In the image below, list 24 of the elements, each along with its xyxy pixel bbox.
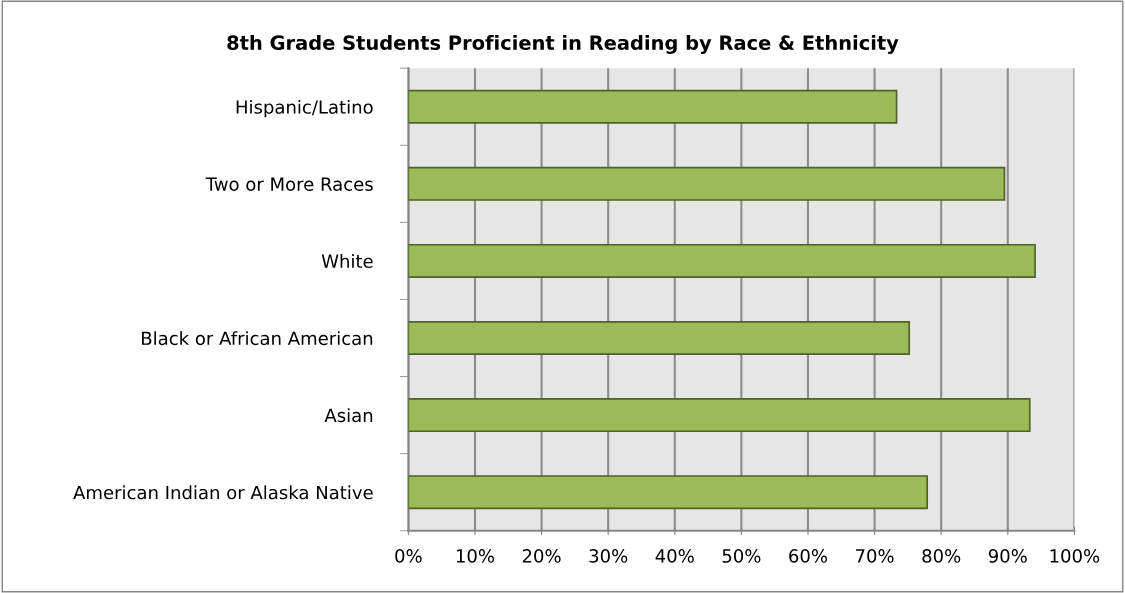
bar <box>408 243 1036 278</box>
chart-title: 8th Grade Students Proficient in Reading by Race & Ethnicity <box>227 34 899 54</box>
bar <box>408 166 1006 201</box>
x-tick-label: 40% <box>655 549 694 563</box>
x-tick-label: 70% <box>855 549 894 563</box>
bar <box>408 475 929 510</box>
x-tick-label: 30% <box>589 549 628 563</box>
y-tick-label: Hispanic/Latino <box>236 99 373 118</box>
x-tick-label: 20% <box>522 549 561 563</box>
x-tick-label: 50% <box>722 549 761 563</box>
x-tick-label: 60% <box>789 549 828 563</box>
x-tick-label: 0% <box>395 549 422 563</box>
bar <box>408 398 1031 433</box>
x-tick-label: 10% <box>456 549 495 563</box>
y-tick-label: White <box>321 254 373 269</box>
x-tick-label: 100% <box>1050 549 1100 563</box>
y-tick-label: Two or More Races <box>205 177 373 191</box>
x-tick-label: 80% <box>922 549 961 563</box>
y-tick-label: American Indian or Alaska Native <box>73 485 373 500</box>
bar <box>408 320 911 356</box>
bar <box>408 89 898 124</box>
y-tick-label: Black or African American <box>142 331 373 346</box>
y-tick-label: Asian <box>324 408 373 423</box>
x-tick-label: 90% <box>988 549 1027 563</box>
